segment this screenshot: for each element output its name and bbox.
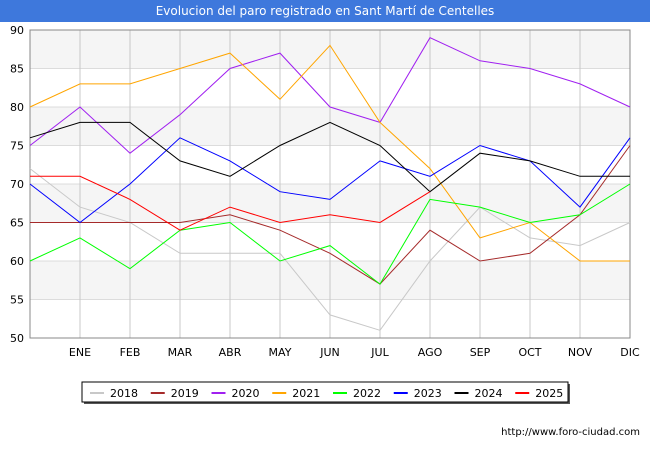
y-axis-ticks: 50 55 60 65 70 75 80 85 90 (10, 24, 24, 345)
x-tick-label: ABR (219, 346, 242, 359)
series-line-2024 (29, 121, 630, 193)
x-tick-label: DIC (620, 346, 640, 359)
x-tick-label: NOV (568, 346, 593, 359)
x-tick-label: SEP (470, 346, 491, 359)
x-tick-label: FEB (120, 346, 141, 359)
y-tick-label: 70 (10, 178, 24, 191)
x-axis-ticks: ENE FEB MAR ABR MAY JUN JUL AGO SEP OCT NOV DIC (69, 346, 640, 359)
legend-label-2025: 2025 (535, 387, 563, 400)
legend-label-2021: 2021 (292, 387, 320, 400)
legend-label-2022: 2022 (353, 387, 381, 400)
x-tick-label: AGO (418, 346, 443, 359)
series-lines (29, 37, 631, 331)
y-tick-label: 50 (10, 332, 24, 345)
legend-box (81, 381, 569, 403)
legend-label-2018: 2018 (110, 387, 138, 400)
x-tick-label: JUN (319, 346, 340, 359)
y-tick-label: 65 (10, 217, 24, 230)
x-tick-label: MAY (269, 346, 292, 359)
x-tick-label: MAR (168, 346, 193, 359)
x-tick-label: JUL (370, 346, 389, 359)
series-line-2019 (30, 145, 631, 285)
series-line-2020 (29, 37, 631, 154)
legend-label-2023: 2023 (414, 387, 442, 400)
series-line-2022 (29, 183, 631, 285)
y-tick-label: 55 (10, 294, 24, 307)
y-tick-label: 80 (10, 101, 24, 114)
legend-label-2024: 2024 (475, 387, 503, 400)
y-tick-label: 60 (10, 255, 24, 268)
chart-title: Evolucion del paro registrado en Sant Ma… (0, 0, 650, 22)
x-tick-label: ENE (69, 346, 91, 359)
series-line-2025 (30, 175, 431, 231)
y-tick-label: 85 (10, 63, 24, 76)
y-tick-label: 75 (10, 140, 24, 153)
x-tick-label: OCT (518, 346, 541, 359)
source-credit: http://www.foro-ciudad.com (501, 427, 640, 438)
legend: 2018 2019 2020 2021 2022 2023 2024 2025 (81, 381, 570, 404)
legend-label-2019: 2019 (171, 387, 199, 400)
y-tick-label: 90 (10, 24, 24, 37)
legend-label-2020: 2020 (232, 387, 260, 400)
